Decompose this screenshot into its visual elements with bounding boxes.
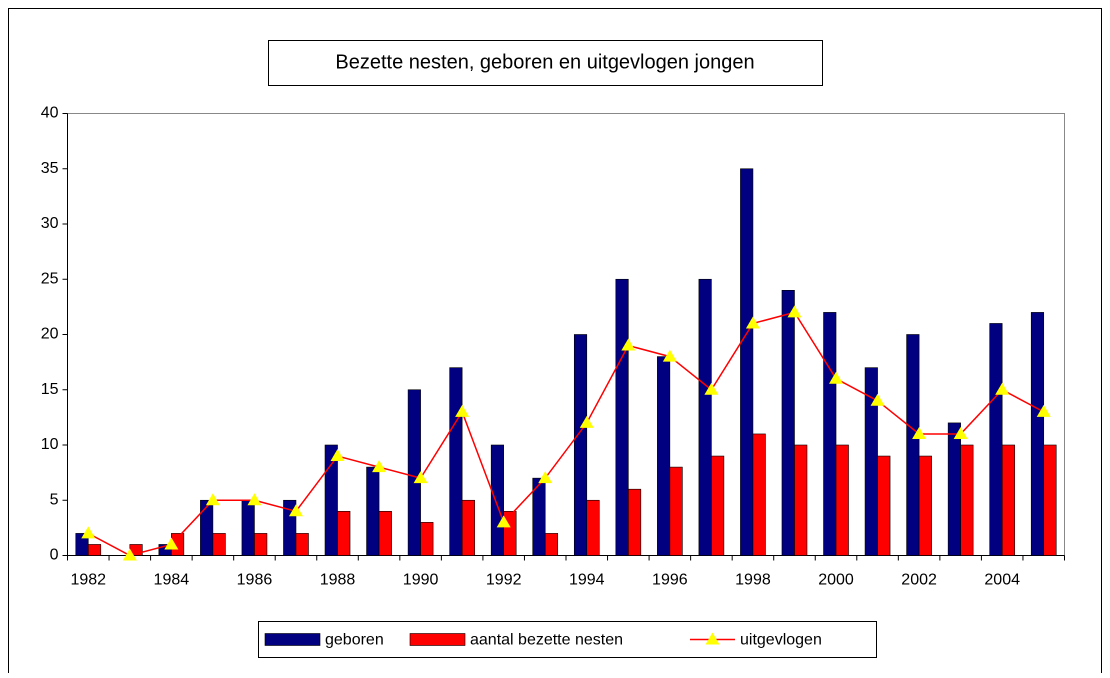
marker	[995, 382, 1010, 395]
y-tick-label: 40	[41, 105, 59, 122]
bar	[615, 278, 629, 556]
bar	[366, 466, 380, 556]
marker	[870, 393, 885, 406]
x-tick-label: 1996	[652, 572, 688, 589]
marker	[662, 349, 677, 362]
bar	[794, 444, 808, 556]
x-tick-label: 1992	[486, 572, 522, 589]
marker	[288, 504, 303, 517]
bar	[698, 278, 712, 556]
bar	[420, 522, 434, 556]
bar	[1030, 312, 1045, 556]
marker	[81, 526, 96, 539]
bar	[295, 533, 309, 556]
legend-swatch	[264, 633, 321, 646]
y-tick-label: 35	[41, 160, 59, 177]
marker	[829, 371, 844, 384]
marker	[247, 493, 262, 506]
bar	[740, 168, 754, 556]
bar	[254, 533, 268, 556]
marker	[330, 449, 345, 462]
y-tick-label: 5	[50, 491, 59, 508]
marker	[953, 426, 968, 439]
bar	[1043, 444, 1057, 556]
y-tick-label: 15	[41, 381, 59, 398]
bar	[960, 444, 974, 556]
x-tick-label: 2004	[984, 572, 1020, 589]
line	[87, 311, 1045, 557]
bar	[918, 455, 932, 556]
legend-box	[258, 621, 877, 658]
x-tick-label: 1990	[403, 572, 439, 589]
x-tick-label: 1982	[70, 572, 106, 589]
bar	[989, 323, 1003, 556]
bar	[835, 444, 849, 556]
legend-label: uitgevlogen	[740, 632, 822, 649]
legend-marker	[705, 632, 720, 645]
bar	[1001, 444, 1015, 556]
bar	[752, 433, 766, 556]
bar	[324, 444, 338, 556]
plot-area	[67, 113, 1065, 556]
y-tick-label: 20	[41, 326, 59, 343]
bar	[461, 499, 475, 556]
marker	[912, 426, 927, 439]
y-tick-label: 30	[41, 215, 59, 232]
bar	[241, 499, 255, 556]
bar	[449, 367, 463, 556]
marker	[787, 305, 802, 318]
bar	[877, 455, 891, 556]
bar	[781, 289, 795, 556]
legend-swatch	[409, 633, 466, 646]
marker	[621, 338, 636, 351]
y-tick-label: 25	[41, 270, 59, 287]
bar	[669, 466, 683, 556]
bar	[378, 510, 392, 556]
marker	[538, 471, 553, 484]
x-tick-label: 1988	[320, 572, 356, 589]
marker	[579, 415, 594, 428]
x-tick-label: 1986	[237, 572, 273, 589]
bar	[657, 356, 671, 556]
marker	[122, 548, 137, 561]
bar	[823, 312, 837, 556]
y-tick-label: 10	[41, 436, 59, 453]
marker	[164, 537, 179, 550]
legend-label: aantal bezette nesten	[470, 632, 623, 649]
y-tick-label: 0	[50, 547, 59, 564]
legend-label: geboren	[325, 632, 384, 649]
marker	[205, 493, 220, 506]
x-tick-label: 1994	[569, 572, 605, 589]
x-tick-label: 2000	[818, 572, 854, 589]
x-tick-label: 1998	[735, 572, 771, 589]
marker	[455, 404, 470, 417]
bar	[532, 477, 546, 556]
bar	[573, 334, 588, 556]
marker	[413, 471, 428, 484]
bar	[947, 422, 961, 556]
chart-title: Bezette nesten, geboren en uitgevlogen j…	[335, 51, 754, 73]
x-tick-label: 2002	[901, 572, 937, 589]
bar	[586, 499, 600, 556]
bar	[337, 510, 351, 556]
bar	[407, 389, 421, 556]
bar	[490, 444, 504, 556]
bar	[200, 499, 214, 556]
bar	[628, 488, 642, 556]
marker	[1036, 404, 1051, 417]
bar	[503, 510, 517, 556]
x-tick-label: 1984	[154, 572, 190, 589]
bar	[87, 544, 102, 556]
title-box	[268, 40, 823, 86]
bar	[212, 533, 226, 556]
bar	[906, 334, 920, 556]
marker	[496, 515, 511, 528]
bar	[544, 533, 559, 556]
marker	[745, 316, 760, 329]
marker	[704, 382, 719, 395]
bar	[711, 455, 725, 556]
marker	[372, 460, 387, 473]
